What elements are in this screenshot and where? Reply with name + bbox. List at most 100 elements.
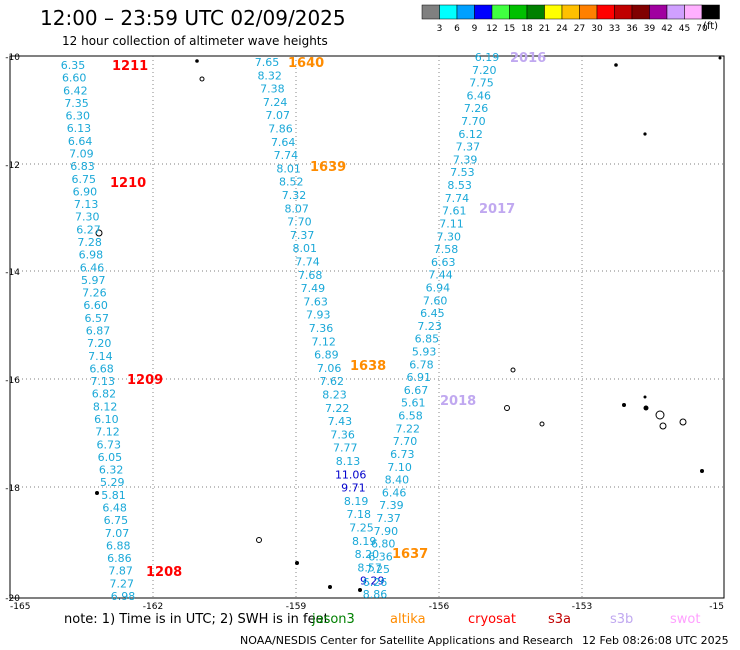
swh-value: 5.29 [100,476,125,489]
swh-value: 7.64 [271,136,296,149]
island [510,367,516,373]
island [95,229,103,237]
legend-swatch [614,4,633,20]
legend-swatch [561,4,580,20]
swh-value: 8.20 [355,548,380,561]
swh-value: 6.46 [467,89,492,102]
legend-value: 18 [521,24,533,34]
island [614,63,618,67]
swh-value: 8.19 [352,535,377,548]
swh-value: 7.53 [450,166,475,179]
swh-value: 7.37 [456,141,481,154]
islands [95,56,722,592]
pass-time-labels: 1211 1210 1209 1208 1640 1639 1638 1637 2016 2017… [110,51,546,580]
swh-value: 6.64 [68,135,93,148]
island [700,469,704,473]
island [659,422,667,430]
swh-value: 5.81 [101,489,126,502]
swh-value: 6.42 [63,84,88,97]
swh-value: 6.46 [80,261,105,274]
lon-tick-label: -165 [10,602,30,612]
swh-value: 6.88 [106,539,131,552]
swh-value: 7.61 [442,205,467,218]
swh-value: 7.37 [376,512,401,525]
swh-value: 7.27 [110,577,135,590]
legend-swatch [491,4,510,20]
swh-value: 7.74 [274,149,299,162]
swh-value: 7.20 [472,64,497,77]
pass-time-label: 1209 [127,373,163,388]
swh-value: 7.32 [282,189,307,202]
swh-value: 7.63 [303,295,328,308]
lat-tick-label: -14 [5,268,20,278]
pass-time-label: 2016 [510,51,546,66]
swh-value: 7.18 [347,508,372,521]
swh-value: 8.32 [257,69,282,82]
legend-value: 30 [591,24,603,34]
swh-value: 6.90 [73,185,98,198]
island [95,491,99,495]
lat-tick-label: -10 [5,53,20,63]
swh-value: 7.23 [417,320,442,333]
pass-time-label: 2017 [479,202,515,217]
swh-value: 8.57 [357,561,382,574]
swh-value: 8.01 [276,162,301,175]
legend-swatch [421,4,440,20]
swh-value: 7.25 [365,563,390,576]
altimeter-tracks: 6.356.606.427.356.306.136.647.096.836.75… [61,51,500,603]
swh-value: 6.30 [66,110,91,123]
island [358,588,362,592]
swh-value: 7.06 [317,362,342,375]
island [655,410,665,420]
swh-value: 6.45 [420,307,445,320]
swh-value: 6.94 [426,281,451,294]
island [679,418,687,426]
map-frame [9,55,725,599]
pass-time-label: 1637 [392,547,428,562]
satellite-jason3: jason3 [312,612,355,627]
satellite-cryosat: cryosat [468,612,516,627]
lat-tick-label: -16 [5,376,20,386]
swh-value: 6.58 [398,410,423,423]
swh-value: 8.07 [284,202,309,215]
swh-value: 6.78 [409,358,434,371]
swh-value: 7.75 [469,77,494,90]
swh-value: 7.13 [74,198,99,211]
swh-value: 5.61 [401,397,426,410]
axis-ticks: -10 -12 -14 -16 -18 -20-165 -162 -159 -156 -153 -1… [5,53,724,612]
legend-value: 27 [574,24,585,34]
legend-value: 6 [454,24,460,34]
graticule [10,56,724,598]
swh-value: 7.39 [379,499,404,512]
swh-value: 6.10 [94,413,119,426]
island [718,56,722,60]
legend-value: 39 [644,24,656,34]
legend-value: 12 [486,24,497,34]
page-subtitle: 12 hour collection of altimeter wave hei… [62,34,328,48]
swh-value: 5.97 [81,274,106,287]
swh-value: 6.26 [363,576,388,589]
swh-value: 6.73 [96,438,121,451]
swh-value: 7.87 [108,565,133,578]
swh-value: 7.20 [87,337,112,350]
satellite-s3a: s3a [548,612,572,627]
swh-value: 6.86 [107,552,132,565]
swh-value: 7.43 [328,415,353,428]
swh-value: 6.75 [104,514,129,527]
swh-value: 6.75 [71,173,96,186]
swh-value: 8.19 [344,495,369,508]
swh-value: 7.74 [295,256,320,269]
swh-value: 7.93 [306,309,331,322]
legend-value: 36 [626,24,638,34]
swh-value: 7.68 [298,269,323,282]
swh-value: 6.57 [85,312,110,325]
island [643,132,647,136]
swh-value: 7.36 [330,428,355,441]
satellite-s3b: s3b [610,612,634,627]
swh-value: 7.36 [309,322,334,335]
swh-value: 7.25 [349,522,374,535]
legend-value: 42 [661,24,672,34]
swh-value: 8.40 [385,474,410,487]
swh-value: 6.48 [102,502,127,515]
swh-value: 7.70 [461,115,486,128]
